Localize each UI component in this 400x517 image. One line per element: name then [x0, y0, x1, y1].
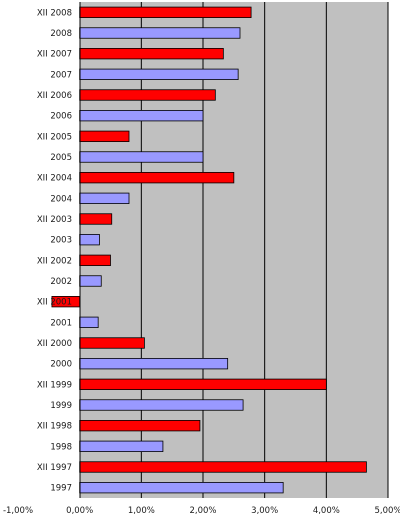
category-label: 2000	[50, 360, 72, 370]
gridlines	[140, 2, 389, 498]
category-labels: 1997 XII 1997 1998 XII 1998 1999 XII 1999 2000…	[37, 8, 72, 493]
category-label: 2006	[50, 112, 72, 122]
category-label: XII 1997	[37, 463, 72, 473]
bars	[51, 6, 367, 494]
category-label: 2001	[50, 318, 72, 328]
x-tick-label: 2,00%	[189, 506, 216, 516]
bar-december	[79, 6, 252, 18]
bar-annual	[79, 440, 164, 452]
bar-annual	[79, 110, 204, 122]
bar-december	[79, 172, 235, 184]
category-label: 1997	[50, 484, 72, 494]
plot-area	[80, 2, 388, 498]
x-tick-labels: -1,00% 0,00% 1,00% 2,00% 3,00% 4,00% 5,00%	[3, 506, 400, 516]
bar-december	[79, 420, 201, 432]
bar-annual	[79, 399, 244, 411]
bar-december	[79, 213, 113, 225]
category-label: XII 2007	[37, 50, 72, 60]
category-label: XII 2006	[37, 91, 72, 101]
bar-december	[79, 254, 111, 266]
category-label: XII 2008	[37, 8, 72, 18]
bar-december	[79, 461, 367, 473]
bar-december	[79, 130, 130, 142]
category-label: 2008	[50, 29, 72, 39]
category-label: XII 2002	[37, 256, 72, 266]
bar-december	[79, 48, 224, 60]
category-label: 2004	[50, 194, 72, 204]
bar-december	[79, 378, 327, 390]
bar-annual	[79, 151, 204, 163]
x-tick-label: 5,00%	[374, 506, 400, 516]
category-label: XII 2000	[37, 339, 72, 349]
x-tick-label: 4,00%	[313, 506, 340, 516]
bar-annual	[79, 234, 100, 246]
category-label: 2002	[50, 277, 72, 287]
bar-december	[79, 89, 216, 101]
bar-december	[79, 337, 145, 349]
bar-annual	[79, 482, 284, 494]
category-label: XII 1999	[37, 380, 72, 390]
bar-annual	[79, 316, 99, 328]
x-tick-label: 1,00%	[128, 506, 155, 516]
category-label: XII 2005	[37, 132, 72, 142]
bar-annual	[79, 68, 239, 80]
category-label: 2003	[50, 236, 72, 246]
bar-annual	[79, 358, 229, 370]
category-label: XII 1998	[37, 422, 72, 432]
category-label: XII 2003	[37, 215, 72, 225]
bar-annual	[79, 275, 102, 287]
category-label: 2007	[50, 70, 72, 80]
x-tick-label: 3,00%	[251, 506, 278, 516]
x-tick-label: -1,00%	[3, 506, 33, 516]
bar-annual	[79, 27, 241, 39]
category-label: XII 2004	[37, 174, 72, 184]
x-tick-label: 0,00%	[66, 506, 93, 516]
bar-annual	[79, 192, 130, 204]
category-label: XII 2001	[37, 298, 72, 308]
category-label: 1998	[50, 442, 72, 452]
category-label: 2005	[50, 153, 72, 163]
category-label: 1999	[50, 401, 72, 411]
